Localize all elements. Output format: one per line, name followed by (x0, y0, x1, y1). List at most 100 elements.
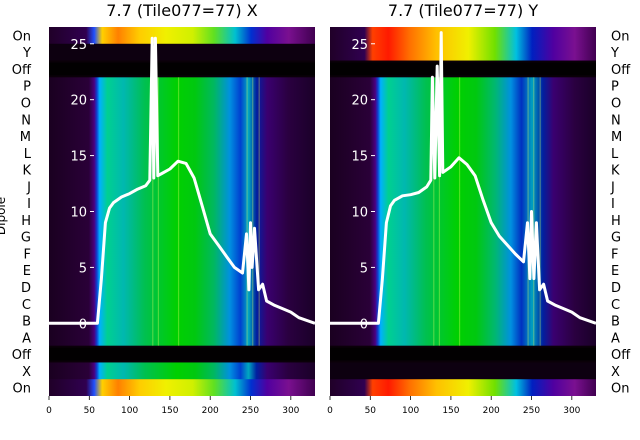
heatmap-row (330, 161, 596, 179)
spectral-streak (438, 77, 441, 346)
row-label: On (13, 29, 31, 44)
x-tick-label: 300 (282, 406, 299, 416)
overlay-ytick-label: 15 (70, 150, 87, 165)
x-tick-label: 50 (84, 406, 96, 416)
x-tick-label: 250 (242, 406, 259, 416)
row-label: Off (12, 63, 32, 78)
heatmap-row (49, 312, 315, 330)
heatmap-row (49, 127, 315, 146)
row-label: On (13, 382, 31, 397)
overlay-ytick-label: 5 (360, 261, 368, 276)
heatmap-row (330, 43, 596, 62)
spectral-streak (433, 77, 435, 346)
heatmap-row (49, 245, 315, 263)
row-label: X (22, 365, 31, 380)
row-label: B (22, 315, 31, 330)
row-label: F (24, 247, 31, 262)
row-label: K (22, 164, 31, 179)
row-label: X (611, 365, 620, 380)
x-tick-label: 0 (46, 406, 52, 416)
row-label: G (21, 231, 31, 246)
row-label: A (22, 331, 31, 346)
spectral-streak (252, 77, 254, 346)
off-row-band (330, 347, 596, 361)
row-label: J (26, 180, 31, 195)
row-label: M (20, 130, 31, 145)
overlay-ytick-label: 20 (70, 94, 87, 109)
x-tick-label: 50 (365, 406, 377, 416)
x-tick-label: 150 (442, 406, 459, 416)
row-label: G (611, 231, 621, 246)
row-label: H (21, 214, 31, 229)
heatmap-row (330, 379, 596, 396)
heatmap-row (49, 161, 315, 179)
row-label: I (27, 197, 31, 212)
overlay-ytick-label: 0 (360, 317, 368, 332)
heatmap-row (330, 110, 596, 129)
x-tick-label: 0 (327, 406, 333, 416)
off-row-band (49, 62, 315, 76)
row-label: N (21, 113, 31, 128)
row-label: O (21, 96, 31, 111)
x-tick-label: 200 (483, 406, 500, 416)
row-label: C (611, 298, 620, 313)
row-label: Off (611, 63, 631, 78)
heatmap-row (49, 27, 315, 45)
row-label: D (611, 281, 621, 296)
x-tick-label: 300 (563, 406, 580, 416)
off-row-band (49, 347, 315, 361)
row-label: F (611, 247, 618, 262)
heatmap-row (330, 211, 596, 229)
x-tick-label: 250 (523, 406, 540, 416)
overlay-ytick-label: 10 (70, 206, 87, 221)
spectral-streak (246, 77, 248, 346)
heatmap-row (49, 177, 315, 196)
x-tick-label: 100 (121, 406, 138, 416)
row-label: H (611, 214, 621, 229)
heatmap-row (330, 177, 596, 196)
heatmap-row (49, 261, 315, 280)
row-label: A (611, 331, 620, 346)
spectral-streak (157, 77, 160, 346)
row-label: M (611, 130, 622, 145)
row-label: On (611, 382, 629, 397)
heatmap-row (330, 144, 596, 162)
x-tick-label: 200 (202, 406, 219, 416)
overlay-ytick-label: 0 (79, 317, 87, 332)
panel-x-title: 7.7 (Tile077=77) X (106, 1, 257, 20)
heatmap-row (330, 27, 596, 45)
heatmap-row (49, 362, 315, 380)
heatmap-row (330, 228, 596, 246)
row-label: C (22, 298, 31, 313)
heatmap-row (330, 127, 596, 146)
heatmap-row (49, 228, 315, 246)
overlay-ytick-label: 25 (351, 38, 368, 53)
heatmap-row (49, 194, 315, 213)
spectral-streak (527, 77, 529, 346)
row-label: E (611, 264, 619, 279)
spectral-streak (177, 77, 180, 346)
row-label: On (611, 29, 629, 44)
heatmap-row (330, 328, 596, 347)
heatmap-row (49, 144, 315, 162)
heatmap-row (330, 77, 596, 95)
overlay-line (49, 36, 315, 325)
row-label: D (21, 281, 31, 296)
overlay-ytick-label: 15 (351, 150, 368, 165)
heatmap-row (49, 77, 315, 95)
heatmap-row (330, 312, 596, 330)
row-label: E (23, 264, 31, 279)
row-label: Off (12, 348, 32, 363)
heatmap-row (49, 43, 315, 62)
spectral-streak (539, 77, 541, 346)
heatmap-row (49, 278, 315, 296)
row-label: L (611, 147, 619, 162)
off-row-band (330, 62, 596, 76)
row-label: L (24, 147, 32, 162)
row-label: P (23, 80, 31, 95)
spectral-streak (533, 77, 535, 346)
heatmap-row (330, 94, 596, 112)
